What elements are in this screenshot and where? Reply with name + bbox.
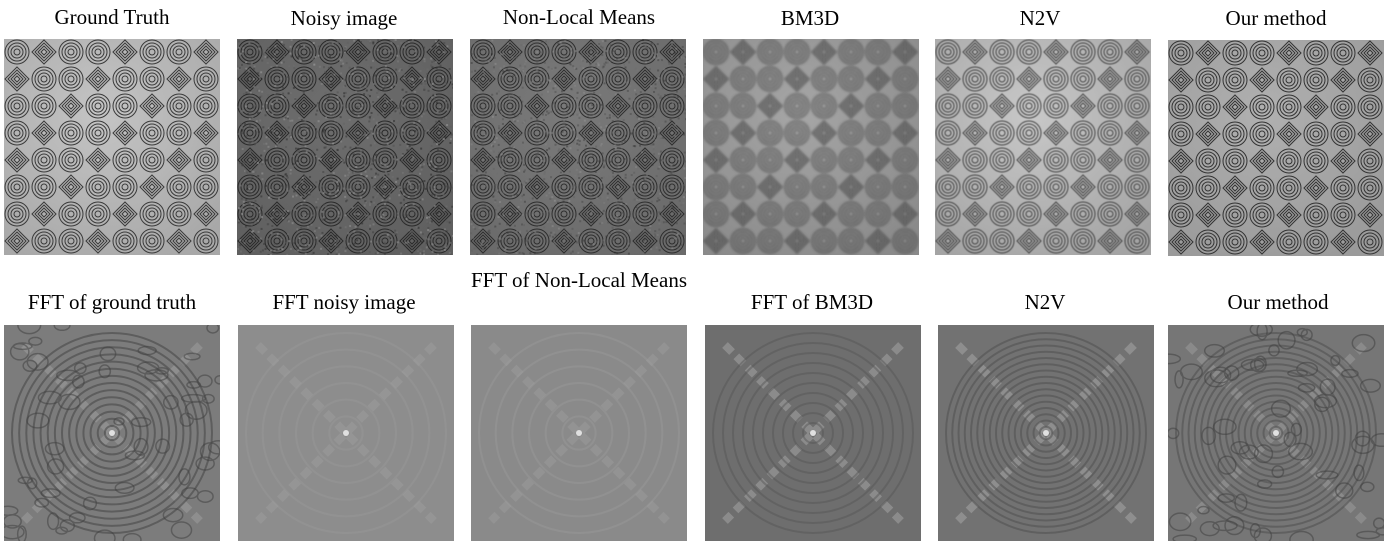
fft-non-local-means [471,325,687,541]
caption-fft-bm3d: FFT of BM3D [750,290,874,314]
image-our-method [1168,40,1384,256]
image-bm3d [703,39,919,255]
fft-noisy [238,325,454,541]
caption-fft-ground-truth: FFT of ground truth [27,290,197,314]
image-ground-truth [4,39,220,255]
fft-bm3d [705,325,921,541]
fft-ground-truth [4,325,220,541]
image-non-local-means [470,39,686,255]
caption-bm3d: BM3D [780,6,840,30]
caption-our-method: Our method [1225,6,1327,30]
caption-noisy-image: Noisy image [290,6,398,30]
caption-n2v: N2V [1019,6,1061,30]
caption-fft-noisy: FFT noisy image [272,290,416,314]
caption-fft-our-method: Our method [1227,290,1329,314]
caption-ground-truth: Ground Truth [54,5,170,29]
fft-n2v [938,325,1154,541]
caption-fft-n2v: N2V [1024,290,1066,314]
image-n2v [935,39,1151,255]
image-noisy [237,39,453,255]
caption-non-local-means: Non-Local Means [502,5,656,29]
caption-fft-non-local-means: FFT of Non-Local Means [471,268,687,292]
fft-our-method [1168,325,1384,541]
